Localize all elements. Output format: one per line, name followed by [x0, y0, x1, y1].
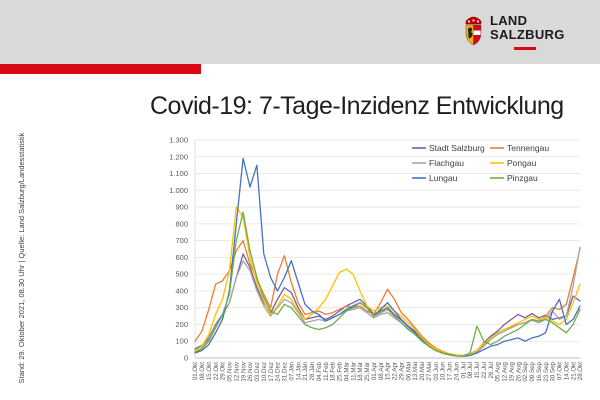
y-tick-label: 700	[175, 236, 188, 245]
x-tick-label: 01.Okt	[192, 362, 199, 381]
source-note: Stand: 29. Oktober 2021, 08.30 Uhr | Que…	[17, 132, 26, 384]
series-line-flachgau	[194, 246, 581, 357]
x-tick-label: 24.Dez	[275, 362, 282, 382]
x-tick-label: 12.Nov	[233, 361, 240, 382]
x-tick-label: 16.Sep	[536, 361, 543, 381]
x-tick-label: 01.Jul	[460, 362, 467, 379]
y-tick-label: 1.200	[169, 152, 188, 161]
legend-label-tennengau: Tennengau	[507, 143, 549, 153]
x-tick-label: 10.Dez	[261, 362, 268, 382]
y-tick-label: 1.100	[169, 169, 188, 178]
logo-text-line1: LAND	[490, 13, 528, 28]
legend-label-pongau: Pongau	[507, 158, 537, 168]
x-tick-label: 20.Mai	[419, 362, 426, 381]
x-tick-label: 25.Feb	[337, 361, 344, 381]
x-tick-label: 10.Jun	[440, 361, 447, 380]
x-tick-label: 24.Jun	[453, 361, 460, 380]
x-tick-label: 15.Apr	[385, 362, 392, 380]
x-tick-label: 11.Mär	[350, 362, 357, 381]
legend-label-stadt-salzburg: Stadt Salzburg	[429, 143, 485, 153]
x-tick-label: 09.Sep	[529, 361, 536, 381]
y-tick-label: 100	[175, 337, 188, 346]
x-tick-label: 29.Jul	[488, 362, 495, 379]
series-line-lungau	[194, 157, 581, 357]
incidence-line-chart: 0 100 200 300 400 500 600 700 800 900 1.000 1.100 1.…	[169, 136, 584, 382]
x-tick-label: 31.Dez	[282, 362, 289, 382]
x-tick-label: 21.Jän	[302, 361, 309, 380]
x-tick-label: 18.Mär	[357, 362, 364, 381]
legend-label-lungau: Lungau	[429, 173, 458, 183]
x-tick-label: 03.Jun	[433, 361, 440, 380]
x-tick-label: 04.Feb	[316, 361, 323, 381]
x-tick-label: 07.Okt	[557, 362, 564, 381]
y-tick-label: 800	[175, 219, 188, 228]
x-tick-label: 03.Dez	[254, 362, 261, 382]
x-tick-label: 14.Okt	[563, 362, 570, 381]
x-tick-label: 06.Mai	[405, 362, 412, 381]
land-salzburg-logo: LAND SALZBURG	[463, 13, 565, 50]
x-tick-label: 26.Aug	[515, 361, 522, 381]
series-line-pongau	[194, 206, 581, 357]
x-tick-label: 07.Jän	[288, 361, 295, 380]
legend-label-flachgau: Flachgau	[429, 158, 464, 168]
x-tick-label: 26.Nov	[247, 361, 254, 382]
y-tick-label: 500	[175, 270, 188, 279]
x-tick-label: 15.Jul	[474, 362, 481, 379]
y-tick-label: 300	[175, 303, 188, 312]
x-tick-label: 08.Okt	[199, 362, 206, 381]
y-tick-label: 1.000	[169, 186, 188, 195]
x-tick-label: 22.Apr	[392, 362, 399, 380]
header-band	[0, 0, 600, 64]
x-tick-label: 28.Okt	[577, 362, 584, 381]
x-tick-label: 19.Aug	[508, 361, 515, 381]
x-tick-label: 22.Okt	[213, 362, 220, 381]
x-tick-label: 30.Sep	[550, 361, 557, 381]
x-tick-label: 04.Mär	[343, 362, 350, 381]
x-tick-label: 27.Mai	[426, 362, 433, 381]
y-tick-label: 600	[175, 253, 188, 262]
x-tick-label: 17.Dez	[268, 362, 275, 382]
legend-label-pinzgau: Pinzgau	[507, 173, 538, 183]
x-tick-label: 08.Apr	[378, 362, 385, 380]
x-tick-label: 23.Sep	[543, 361, 550, 381]
x-tick-label: 18.Feb	[330, 361, 337, 381]
logo-text-line2: SALZBURG	[490, 27, 565, 42]
y-tick-label: 0	[184, 354, 188, 363]
series-line-pinzgau	[194, 211, 581, 357]
y-tick-label: 900	[175, 203, 188, 212]
x-tick-label: 08.Jul	[467, 362, 474, 379]
x-tick-label: 01.Apr	[371, 362, 378, 380]
x-tick-label: 11.Feb	[323, 361, 330, 380]
series-line-tennengau	[194, 239, 581, 357]
x-tick-label: 29.Apr	[398, 362, 405, 380]
series-line-stadt-salzburg	[194, 253, 581, 357]
x-tick-label: 19.Nov	[240, 361, 247, 382]
x-tick-label: 25.Mär	[364, 362, 371, 381]
y-tick-label: 1.300	[169, 136, 188, 145]
page-title: Covid-19: 7-Tage-Inzidenz Entwicklung	[150, 92, 564, 120]
y-tick-label: 200	[175, 320, 188, 329]
x-tick-label: 12.Aug	[502, 361, 509, 381]
x-tick-label: 05.Nov	[227, 361, 234, 382]
x-tick-label: 22.Jul	[481, 362, 488, 379]
x-tick-label: 29.Okt	[220, 362, 227, 381]
x-tick-label: 15.Okt	[206, 362, 213, 381]
salzburg-coat-of-arms-icon	[465, 16, 482, 46]
x-tick-label: 05.Aug	[495, 361, 502, 381]
y-tick-label: 400	[175, 286, 188, 295]
x-tick-label: 28.Jän	[309, 361, 316, 380]
x-tick-label: 02.Sep	[522, 361, 529, 381]
accent-bar	[0, 64, 201, 74]
x-tick-label: 21.Okt	[570, 362, 577, 381]
logo-underline	[514, 47, 536, 50]
x-tick-label: 13.Mai	[412, 362, 419, 381]
x-tick-label: 17.Jun	[447, 361, 454, 380]
x-tick-label: 14.Jän	[295, 361, 302, 380]
